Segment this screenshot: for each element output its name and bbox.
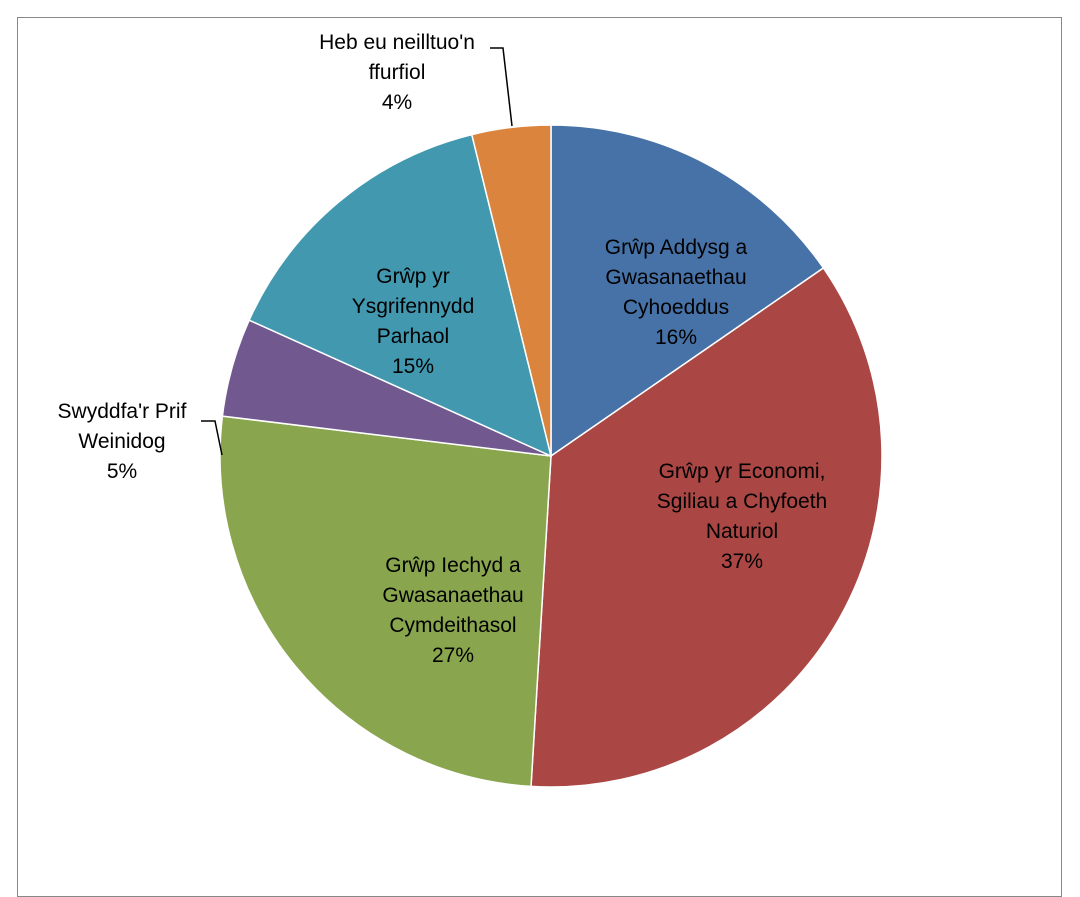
slice-category-label-line: Grŵp yr Economi,	[659, 460, 826, 483]
slice-category-label-line: Sgiliau a Chyfoeth	[657, 490, 827, 513]
slice-category-label-line: Grŵp yr	[376, 265, 450, 288]
leader-line-6	[490, 47, 513, 127]
pie-slice-5	[248, 133, 553, 458]
pie-slices	[219, 124, 883, 788]
slice-category-label-line: Heb eu neilltuo'n	[319, 31, 475, 54]
slice-category-label-line: Grŵp Addysg a	[605, 236, 748, 259]
slice-category-label-line: Grŵp Iechyd a	[385, 554, 521, 577]
pie-slice-1	[550, 124, 825, 458]
slice-category-label-line: Swyddfa'r Prif	[58, 400, 187, 423]
slice-category-label-line: ffurfiol	[369, 61, 426, 84]
slice-percent-label: 16%	[655, 326, 697, 349]
slice-percent-label: 27%	[432, 644, 474, 667]
slice-label-5: Grŵp yr Ysgrifennydd Parhaol 15%	[352, 265, 475, 378]
slice-label-3: Grŵp Iechyd a Gwasanaethau Cymdeithasol 27%	[382, 554, 523, 667]
slice-category-label-line: Naturiol	[706, 520, 778, 543]
slice-percent-label: 37%	[721, 550, 763, 573]
pie-slice-3	[219, 415, 552, 788]
slice-label-6: Heb eu neilltuo'n ffurfiol 4%	[319, 31, 475, 114]
leader-lines	[201, 47, 513, 456]
slice-category-label-line: Ysgrifennydd	[352, 295, 475, 318]
slice-category-label-line: Gwasanaethau	[605, 266, 746, 289]
data-labels: Grŵp Addysg a Gwasanaethau Cyhoeddus 16%Grŵ…	[58, 31, 828, 667]
slice-category-label-line: Parhaol	[377, 325, 449, 348]
slice-category-label-line: Cymdeithasol	[389, 614, 516, 637]
leader-line-4	[201, 420, 223, 456]
pie-slice-2	[530, 266, 883, 788]
slice-category-label-line: Gwasanaethau	[382, 584, 523, 607]
slice-percent-label: 5%	[107, 460, 137, 483]
slice-category-label-line: Weinidog	[78, 430, 165, 453]
slice-percent-label: 15%	[392, 355, 434, 378]
slice-label-4: Swyddfa'r Prif Weinidog 5%	[58, 400, 187, 483]
slice-label-1: Grŵp Addysg a Gwasanaethau Cyhoeddus 16%	[605, 236, 748, 349]
slice-label-2: Grŵp yr Economi, Sgiliau a Chyfoeth Naturi…	[657, 460, 827, 573]
pie-slice-6	[470, 124, 552, 457]
slice-percent-label: 4%	[382, 91, 412, 114]
slice-category-label-line: Cyhoeddus	[623, 296, 729, 319]
